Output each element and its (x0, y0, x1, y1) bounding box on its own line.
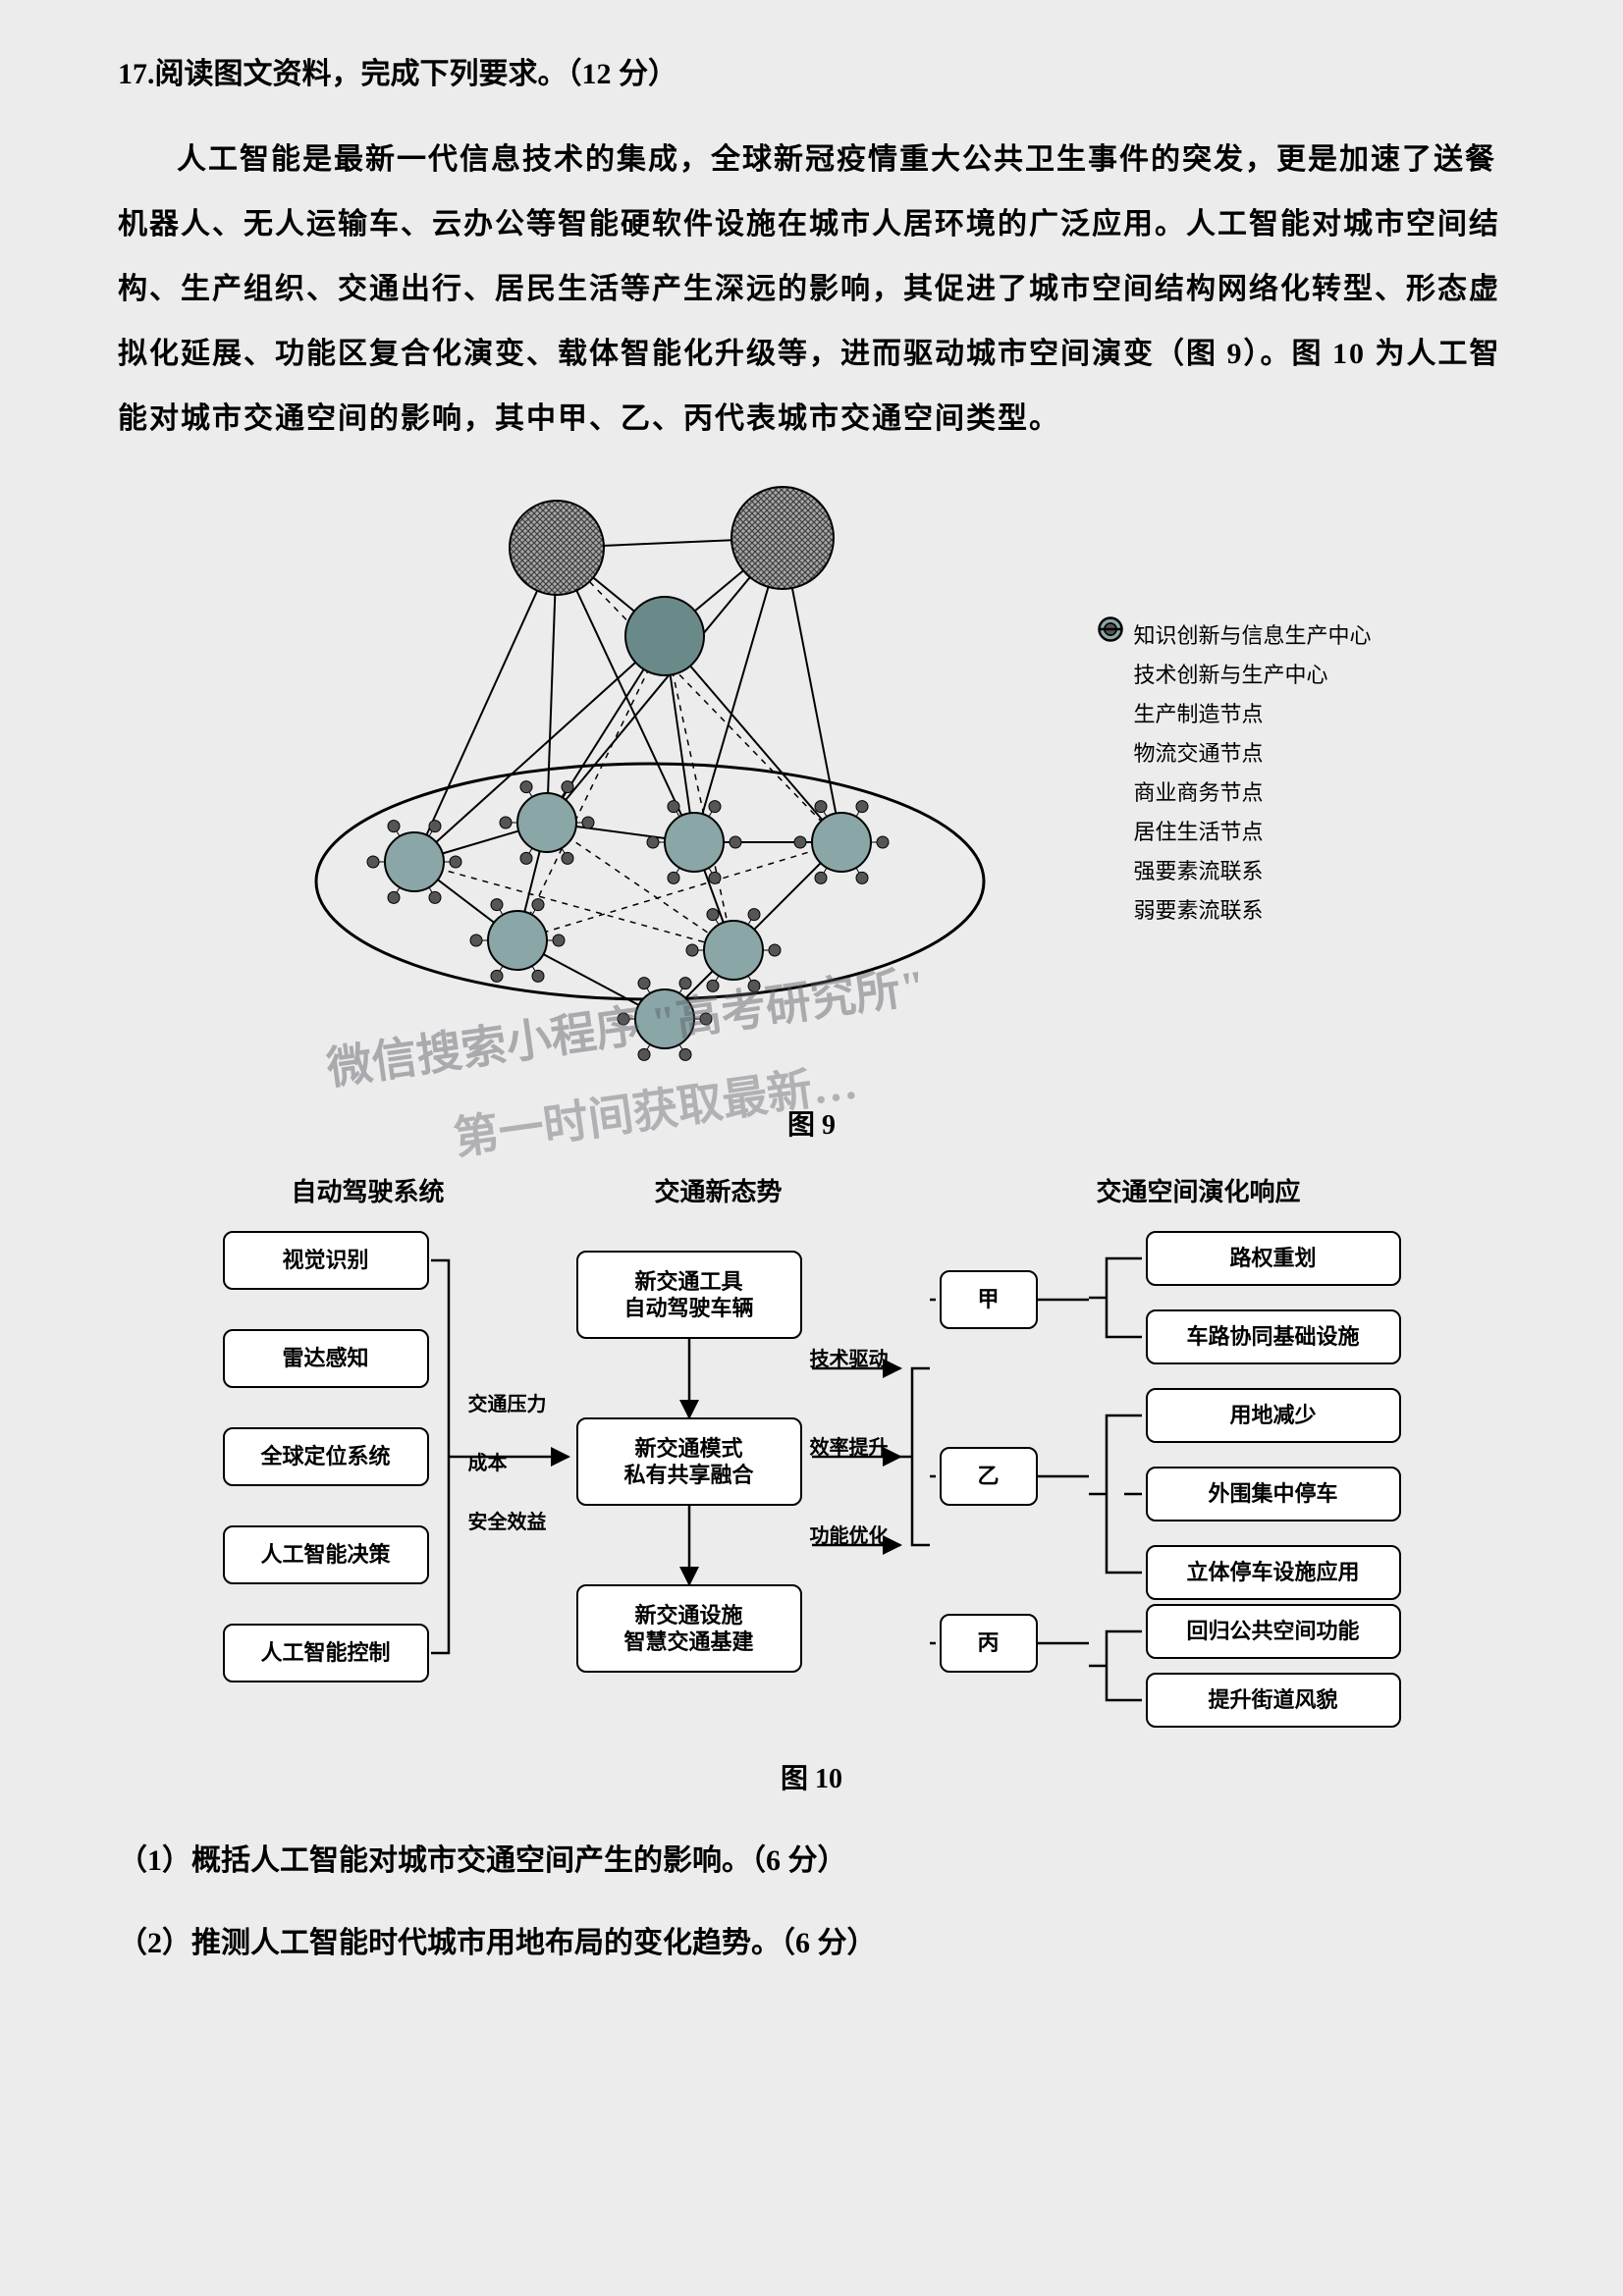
col3-item: 立体停车设施应用 (1146, 1545, 1401, 1600)
col2-box: 新交通工具 自动驾驶车辆 (576, 1251, 802, 1339)
legend-row: 居住生活节点 (1098, 813, 1371, 852)
col1-box: 雷达感知 (223, 1329, 429, 1388)
legend-swatch (1098, 820, 1123, 845)
passage: 人工智能是最新一代信息技术的集成，全球新冠疫情重大公共卫生事件的突发，更是加速了… (118, 128, 1505, 452)
exam-page: 17.阅读图文资料，完成下列要求。（12 分） 人工智能是最新一代信息技术的集成… (0, 0, 1623, 2296)
legend-row: 技术创新与生产中心 (1098, 656, 1371, 695)
legend-swatch (1098, 663, 1123, 688)
legend-row: 弱要素流联系 (1098, 891, 1371, 931)
col3-item: 用地减少 (1146, 1388, 1401, 1443)
column-header: 交通空间演化响应 (1097, 1172, 1301, 1208)
col1-box: 视觉识别 (223, 1231, 429, 1290)
col1-box: 全球定位系统 (223, 1427, 429, 1486)
col2-box: 新交通模式 私有共享融合 (576, 1417, 802, 1506)
column-header: 自动驾驶系统 (292, 1172, 445, 1208)
question-number: 17. (118, 58, 155, 90)
legend-label: 知识创新与信息生产中心 (1133, 616, 1371, 656)
figure-10: 自动驾驶系统 交通新态势 交通空间演化响应视觉识别雷达感知全球定位系统人工智能决策人… (164, 1172, 1460, 1751)
question-title: 17.阅读图文资料，完成下列要求。（12 分） (118, 49, 1505, 92)
fig9-legend: 知识创新与信息生产中心技术创新与生产中心生产制造节点物流交通节点商业商务节点居住… (1098, 616, 1371, 931)
legend-label: 技术创新与生产中心 (1133, 656, 1327, 695)
col3-item: 提升街道风貌 (1146, 1673, 1401, 1728)
col3-item: 车路协同基础设施 (1146, 1309, 1401, 1364)
question-title-text: 阅读图文资料，完成下列要求。（12 分） (155, 58, 678, 90)
fig9-canvas: 知识创新与信息生产中心技术创新与生产中心生产制造节点物流交通节点商业商务节点居住… (272, 469, 1352, 1097)
sub-question-2: （2）推测人工智能时代城市用地布局的变化趋势。（6 分） (118, 1918, 1505, 1961)
legend-label: 弱要素流联系 (1133, 891, 1263, 931)
legend-label: 生产制造节点 (1133, 695, 1263, 734)
fig9-caption: 图 9 (118, 1103, 1505, 1143)
col3-group: 丙 (940, 1614, 1038, 1673)
legend-row: 知识创新与信息生产中心 (1098, 616, 1371, 656)
col1-box: 人工智能控制 (223, 1624, 429, 1682)
legend-row: 物流交通节点 (1098, 734, 1371, 774)
col2-box: 新交通设施 智慧交通基建 (576, 1584, 802, 1673)
sub-question-1: （1）概括人工智能对城市交通空间产生的影响。（6 分） (118, 1836, 1505, 1879)
col1-box: 人工智能决策 (223, 1525, 429, 1584)
col3-group: 乙 (940, 1447, 1038, 1506)
legend-row: 商业商务节点 (1098, 774, 1371, 813)
bridge-label: 成本 (468, 1447, 508, 1475)
legend-swatch (1098, 702, 1123, 727)
legend-label: 物流交通节点 (1133, 734, 1263, 774)
col3-group: 甲 (940, 1270, 1038, 1329)
legend-label: 强要素流联系 (1133, 852, 1263, 891)
bridge-label: 安全效益 (468, 1506, 547, 1534)
legend-label: 居住生活节点 (1133, 813, 1263, 852)
legend-swatch (1098, 741, 1123, 767)
fig10-caption: 图 10 (118, 1757, 1505, 1796)
legend-swatch (1098, 898, 1123, 924)
col3-item: 外围集中停车 (1146, 1467, 1401, 1522)
legend-swatch (1098, 859, 1123, 884)
mid-arrow-label: 效率提升 (810, 1431, 889, 1460)
legend-label: 商业商务节点 (1133, 774, 1263, 813)
col3-item: 路权重划 (1146, 1231, 1401, 1286)
legend-row: 生产制造节点 (1098, 695, 1371, 734)
bridge-label: 交通压力 (468, 1388, 547, 1416)
legend-row: 强要素流联系 (1098, 852, 1371, 891)
mid-arrow-label: 功能优化 (810, 1520, 889, 1548)
legend-swatch (1098, 780, 1123, 806)
col3-item: 回归公共空间功能 (1146, 1604, 1401, 1659)
column-header: 交通新态势 (655, 1172, 783, 1208)
figure-9: 知识创新与信息生产中心技术创新与生产中心生产制造节点物流交通节点商业商务节点居住… (118, 469, 1505, 1143)
mid-arrow-label: 技术驱动 (810, 1343, 889, 1371)
